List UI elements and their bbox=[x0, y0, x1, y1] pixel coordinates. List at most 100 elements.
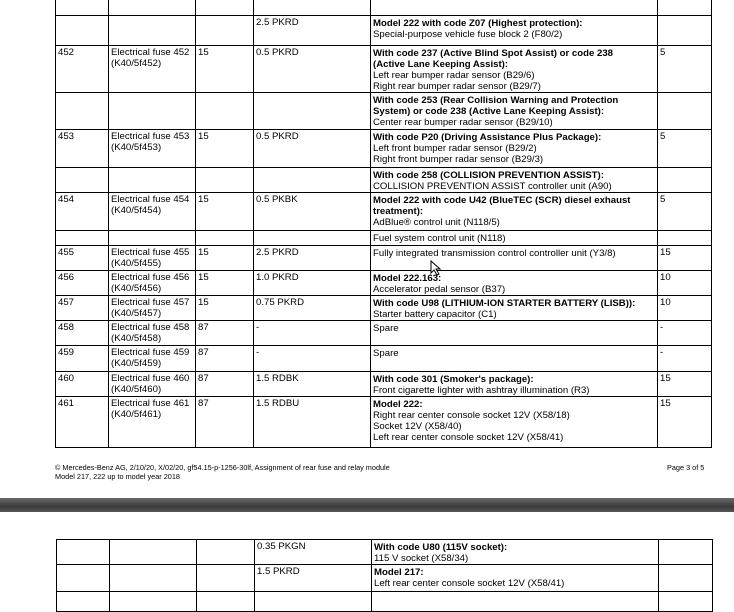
wire-color bbox=[253, 167, 371, 193]
function-line: Right rear center console socket 12V (X5… bbox=[373, 410, 570, 421]
fuse-name-line: (K40/5f459) bbox=[111, 358, 162, 369]
fuse-rating: 15 bbox=[657, 396, 712, 448]
terminal bbox=[195, 167, 254, 193]
wire-color: 0.35 PKGN bbox=[254, 539, 372, 565]
wire-color: 1.5 PKRD bbox=[254, 564, 372, 592]
terminal: 87 bbox=[195, 345, 254, 372]
wire-color bbox=[253, 230, 371, 246]
function-line: Left front bumper radar sensor (B29/2) bbox=[373, 143, 537, 154]
fuse-name: (K40/5f451) bbox=[108, 0, 196, 16]
terminal: 87 bbox=[195, 396, 254, 448]
terminal: 15 bbox=[195, 270, 254, 296]
function-line: Fuel system control unit (N118) bbox=[373, 233, 506, 244]
function-line: Spare bbox=[373, 323, 399, 334]
function-description: Model 222 with code Z07 (Highest protect… bbox=[370, 15, 658, 46]
function-line: Center rear bumper radar sensor (B29/10) bbox=[373, 117, 553, 128]
terminal bbox=[196, 591, 255, 612]
fuse-number: 460 bbox=[55, 371, 109, 397]
function-description: With code U98 (LITHIUM-ION STARTER BATTE… bbox=[370, 295, 658, 321]
fuse-number: 452 bbox=[55, 45, 109, 93]
table-row: 461 Electrical fuse 461 (K40/5f461) 87 1.5 R… bbox=[55, 396, 712, 448]
table-row: Fuel system control unit (N118) bbox=[55, 230, 712, 246]
fuse-name-line: Electrical fuse 459 bbox=[111, 347, 190, 358]
function-description: Spare bbox=[370, 345, 658, 372]
table-row: 455 Electrical fuse 455 (K40/5f455) 15 2.5 P… bbox=[55, 245, 712, 271]
function-description: Spare bbox=[370, 320, 658, 346]
fuse-name bbox=[108, 92, 196, 130]
function-line: COLLISION PREVENTION ASSIST controller u… bbox=[373, 181, 612, 192]
fuse-number bbox=[55, 230, 109, 246]
terminal: 15 bbox=[195, 129, 254, 168]
table-row: 457 Electrical fuse 457 (K40/5f457) 15 0.75 … bbox=[55, 295, 712, 321]
fuse-name-line: (K40/5f454) bbox=[111, 205, 162, 216]
function-description: Model 222.163: Accelerator pedal sensor (… bbox=[370, 270, 658, 296]
fuse-name: Electrical fuse 460 (K40/5f460) bbox=[108, 371, 196, 397]
fuse-rating bbox=[657, 0, 712, 16]
table-row: (K40/5f451) Trailer recognition control u… bbox=[55, 0, 712, 16]
page-number: Page 3 of 5 bbox=[667, 463, 705, 472]
function-line: Spare bbox=[373, 348, 399, 359]
function-line: With code P20 (Driving Assistance Plus P… bbox=[373, 132, 602, 143]
wire-color bbox=[254, 591, 372, 612]
function-line: Model 222 with code Z07 (Highest protect… bbox=[373, 18, 583, 29]
fuse-name: Electrical fuse 459 (K40/5f459) bbox=[108, 345, 196, 372]
function-line: 115 V socket (X58/34) bbox=[374, 553, 469, 564]
function-line: With code U80 (115V socket): bbox=[374, 542, 508, 553]
fuse-name: Electrical fuse 454 (K40/5f454) bbox=[108, 192, 196, 231]
document-page-3: (K40/5f451) Trailer recognition control u… bbox=[55, 0, 712, 481]
function-description: Model 222 with code U42 (BlueTEC (SCR) d… bbox=[370, 192, 658, 231]
table-row: 2.5 PKRD Model 222 with code Z07 (Highest… bbox=[55, 15, 712, 46]
function-description: Trailer recognition control unit (N28/1) bbox=[370, 0, 658, 16]
fuse-rating bbox=[658, 564, 713, 592]
function-description: Fuel system control unit (N118) bbox=[370, 230, 658, 246]
wire-color: - bbox=[253, 320, 371, 346]
function-line: Accelerator pedal sensor (B37) bbox=[373, 284, 506, 295]
mouse-cursor-icon bbox=[430, 260, 442, 276]
fuse-rating: 5 bbox=[657, 129, 712, 168]
fuse-rating: 5 bbox=[657, 192, 712, 231]
table-row bbox=[56, 591, 713, 612]
fuse-number bbox=[55, 0, 109, 16]
wire-color: - bbox=[253, 345, 371, 372]
fuse-rating bbox=[657, 230, 712, 246]
fuse-number: 456 bbox=[55, 270, 109, 296]
function-line: Model 222.163: bbox=[373, 273, 442, 284]
terminal bbox=[195, 92, 254, 130]
document-page-4: 0.35 PKGN With code U80 (115V socket): 115… bbox=[0, 512, 734, 612]
fuse-name-line: (K40/5f460) bbox=[111, 384, 162, 395]
fuse-name bbox=[109, 564, 197, 592]
fuse-name-line: (K40/5f455) bbox=[111, 258, 162, 269]
terminal: 15 bbox=[195, 295, 254, 321]
page-footer: © Mercedes-Benz AG, 2/10/20, X/02/20, gf… bbox=[55, 463, 390, 481]
wire-color: 0.5 PKRD bbox=[253, 45, 371, 93]
wire-color: 2.5 PKRD bbox=[253, 245, 371, 271]
wire-color: 1.5 RDBK bbox=[253, 371, 371, 397]
fuse-number: 459 bbox=[55, 345, 109, 372]
fuse-number: 458 bbox=[55, 320, 109, 346]
function-description: Fully integrated transmission control co… bbox=[370, 245, 658, 271]
fuse-name: Electrical fuse 452 (K40/5f452) bbox=[108, 45, 196, 93]
fuse-name bbox=[109, 591, 197, 612]
function-line: Starter battery capacitor (C1) bbox=[373, 309, 497, 320]
table-row: With code 258 (COLLISION PREVENTION ASSI… bbox=[55, 167, 712, 193]
fuse-name bbox=[108, 15, 196, 46]
fuse-rating: 15 bbox=[657, 245, 712, 271]
terminal bbox=[196, 539, 255, 565]
fuse-number bbox=[56, 591, 110, 612]
fuse-name: Electrical fuse 455 (K40/5f455) bbox=[108, 245, 196, 271]
fuse-name bbox=[109, 539, 197, 565]
function-line: Left rear bumper radar sensor (B29/6) bbox=[373, 70, 535, 81]
fuse-number bbox=[55, 15, 109, 46]
fuse-number bbox=[56, 564, 110, 592]
fuse-name-line: (K40/5f458) bbox=[111, 333, 162, 344]
fuse-rating: 10 bbox=[657, 270, 712, 296]
terminal: 15 bbox=[195, 192, 254, 231]
fuse-name-line: (K40/5f457) bbox=[111, 308, 162, 319]
table-row: 459 Electrical fuse 459 (K40/5f459) 87- Spar… bbox=[55, 345, 712, 372]
function-description bbox=[371, 591, 659, 612]
function-line: Socket 12V (X58/40) bbox=[373, 421, 462, 432]
terminal: 87 bbox=[195, 320, 254, 346]
fuse-name: Electrical fuse 453 (K40/5f453) bbox=[108, 129, 196, 168]
fuse-name-line: Electrical fuse 461 bbox=[111, 398, 190, 409]
fuse-name-line: Electrical fuse 453 bbox=[111, 131, 190, 142]
